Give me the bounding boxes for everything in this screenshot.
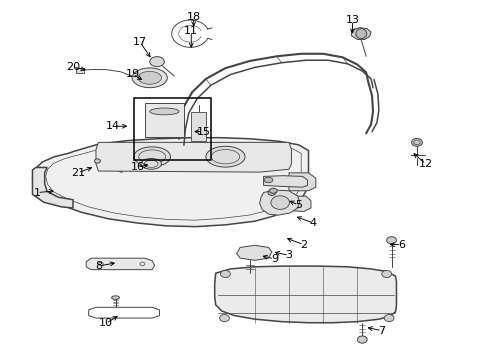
Text: 7: 7 [378, 325, 385, 336]
Text: 9: 9 [271, 254, 278, 264]
Ellipse shape [357, 336, 367, 343]
Ellipse shape [271, 196, 290, 210]
Text: 2: 2 [300, 239, 307, 249]
Ellipse shape [206, 146, 245, 167]
Ellipse shape [132, 68, 167, 87]
Polygon shape [260, 190, 300, 215]
Ellipse shape [412, 138, 422, 146]
Polygon shape [351, 28, 371, 40]
Text: 13: 13 [345, 15, 360, 26]
Bar [191, 112, 206, 140]
Polygon shape [289, 196, 311, 212]
Polygon shape [32, 138, 309, 226]
Ellipse shape [384, 315, 394, 321]
Ellipse shape [220, 315, 229, 321]
Ellipse shape [150, 57, 164, 67]
Ellipse shape [150, 108, 179, 115]
Text: 6: 6 [398, 239, 405, 249]
Ellipse shape [382, 270, 392, 278]
Text: 17: 17 [133, 37, 147, 47]
Polygon shape [237, 245, 272, 260]
Polygon shape [96, 142, 292, 172]
Ellipse shape [387, 237, 396, 244]
Text: 14: 14 [106, 121, 120, 131]
Ellipse shape [138, 71, 161, 84]
Ellipse shape [270, 188, 277, 193]
Polygon shape [32, 167, 73, 208]
Polygon shape [264, 176, 308, 187]
Text: 18: 18 [187, 12, 201, 22]
Text: 4: 4 [310, 218, 317, 228]
Polygon shape [86, 258, 155, 270]
Bar [134, 98, 211, 160]
Text: 15: 15 [196, 127, 211, 136]
Polygon shape [289, 173, 316, 191]
Bar [76, 68, 84, 73]
Text: 3: 3 [286, 250, 293, 260]
Ellipse shape [268, 190, 276, 195]
Text: 5: 5 [295, 200, 302, 210]
Text: 20: 20 [66, 62, 80, 72]
Ellipse shape [134, 147, 171, 167]
Text: 19: 19 [125, 69, 140, 79]
Text: 11: 11 [184, 26, 198, 36]
Text: 1: 1 [34, 188, 41, 198]
Ellipse shape [141, 158, 161, 169]
Text: 16: 16 [130, 162, 145, 172]
Ellipse shape [76, 68, 83, 73]
Ellipse shape [356, 29, 367, 39]
Ellipse shape [220, 270, 230, 278]
Text: 8: 8 [95, 261, 102, 271]
Text: 12: 12 [419, 159, 433, 169]
Ellipse shape [95, 159, 100, 163]
Bar [145, 103, 184, 137]
Text: 10: 10 [99, 319, 113, 328]
Ellipse shape [112, 296, 120, 300]
Polygon shape [215, 266, 396, 323]
Text: 21: 21 [71, 168, 85, 178]
Ellipse shape [264, 177, 273, 183]
